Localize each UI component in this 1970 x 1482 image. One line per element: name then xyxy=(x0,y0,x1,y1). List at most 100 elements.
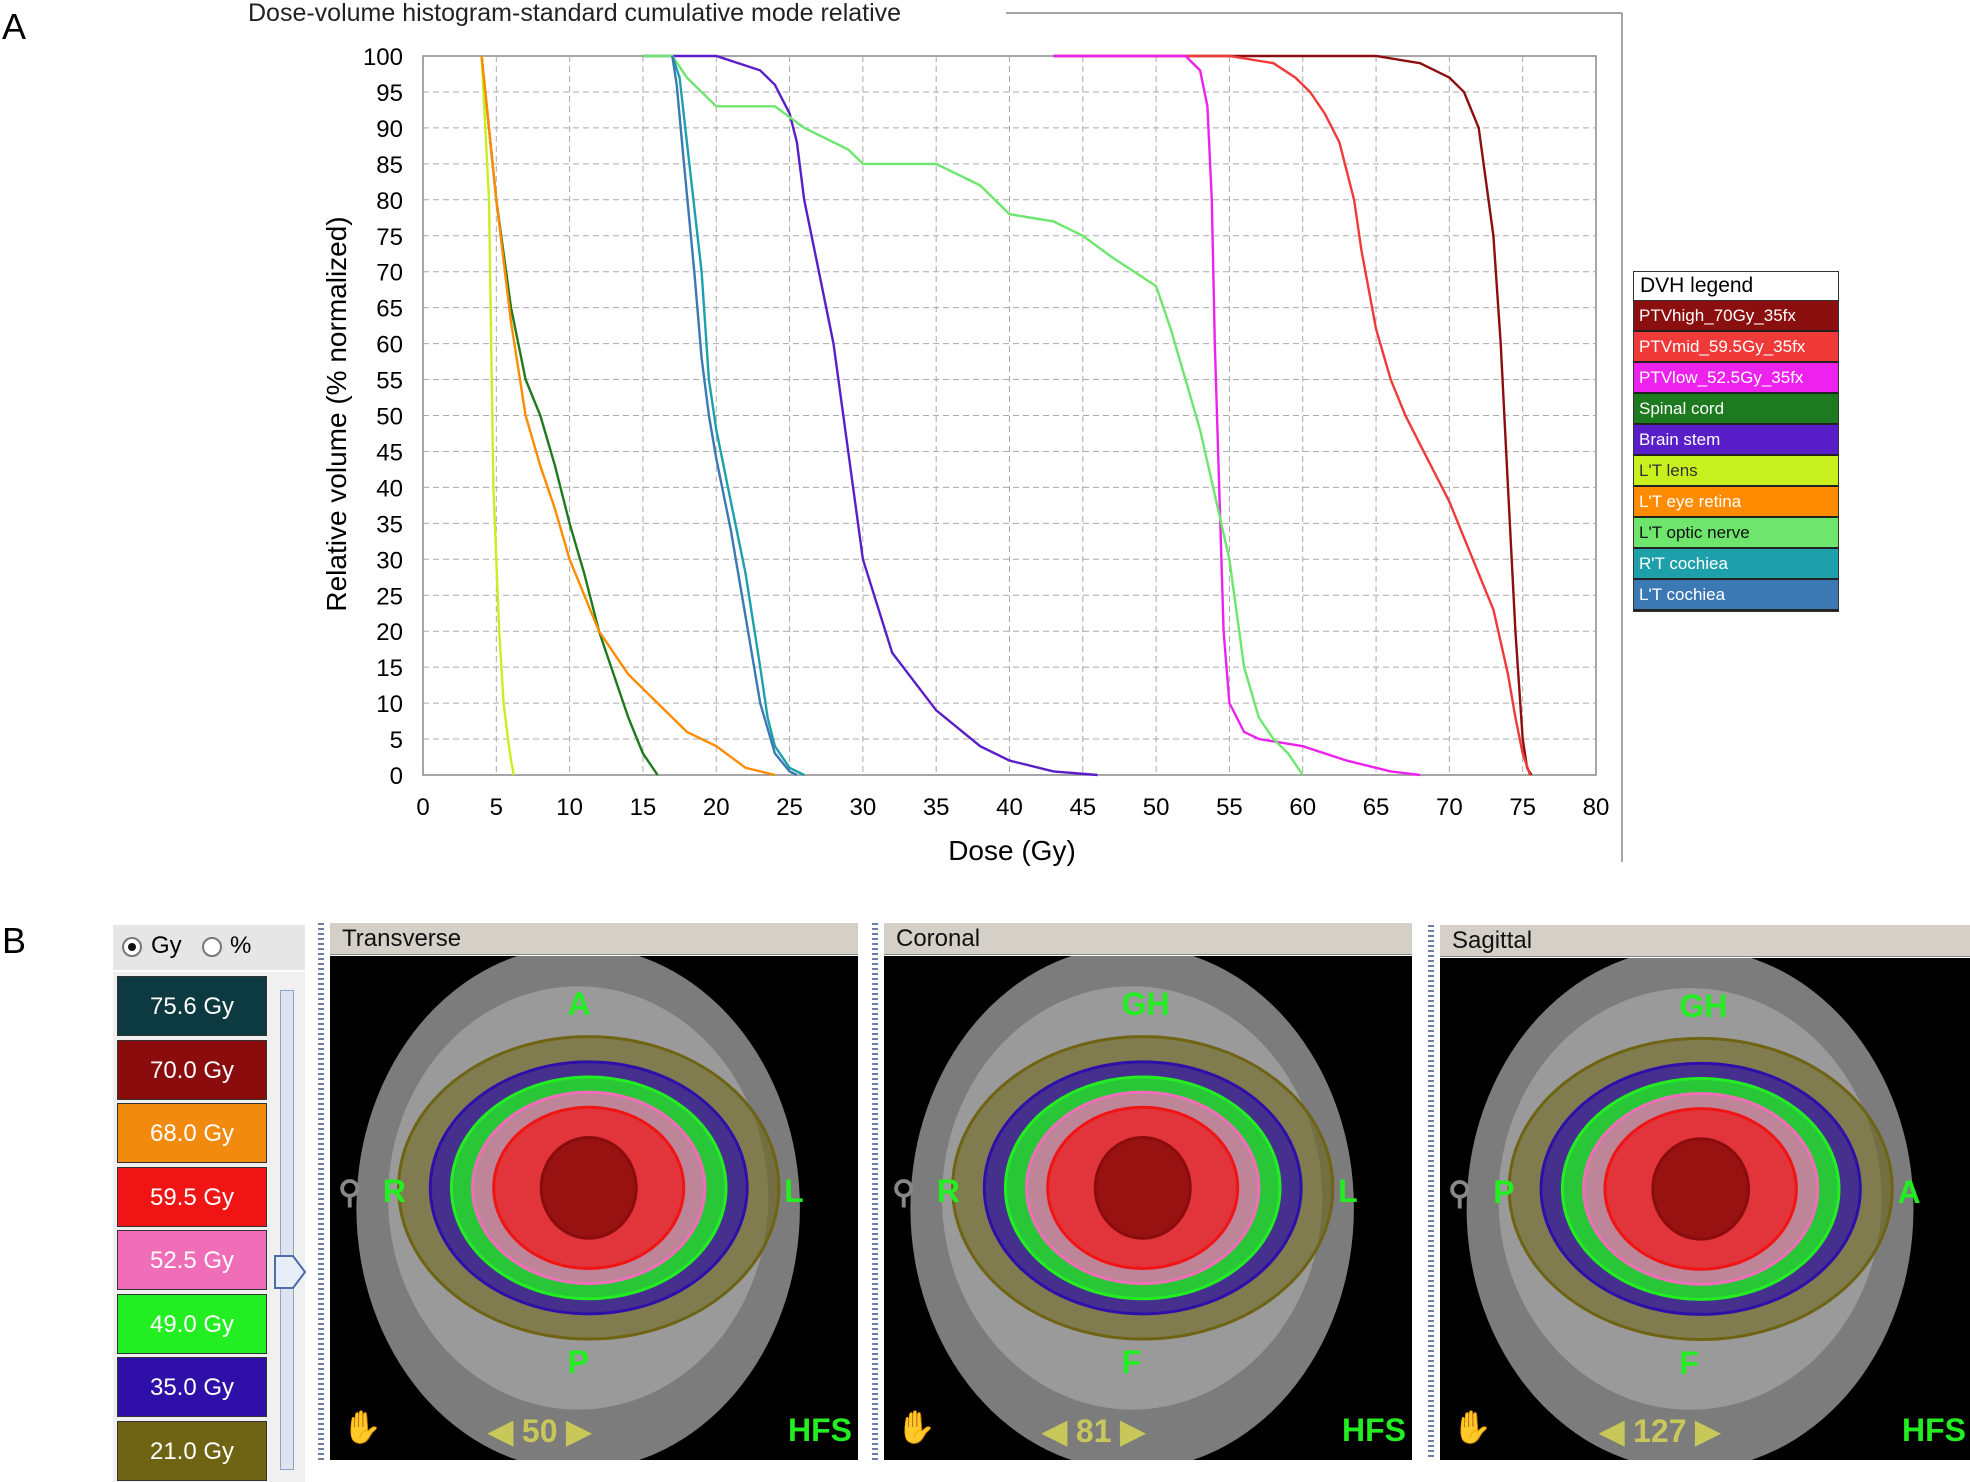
x-tick-label: 35 xyxy=(923,794,950,821)
unit-selector: Gy % xyxy=(113,925,305,970)
ct-image xyxy=(910,956,1354,1460)
chart-title: Dose-volume histogram-standard cumulativ… xyxy=(248,0,901,27)
orientation-label-bottom: F xyxy=(1121,1344,1142,1381)
y-tick-label: 10 xyxy=(376,691,403,718)
isodose-scale: 75.6 Gy 70.0 Gy 68.0 Gy 59.5 Gy 52.5 Gy 49.0 … xyxy=(113,972,305,1482)
slice-number: ◀ 81 ▶ xyxy=(1042,1413,1145,1449)
legend-item: PTVmid_59.5Gy_35fx xyxy=(1634,332,1838,363)
view-title: Sagittal xyxy=(1440,925,1970,957)
dvh-chart: 0 5 10 15 20 25 30 35 40 45 50 55 60 65 70 75 80 0 5 10 15 20… xyxy=(248,0,1623,866)
x-tick-label: 75 xyxy=(1509,794,1536,821)
legend-item: L'T lens xyxy=(1634,456,1838,487)
patient-orientation: HFS xyxy=(1342,1412,1406,1448)
series-line xyxy=(1053,54,1421,777)
view-splitter[interactable] xyxy=(318,923,324,1460)
gy-radio[interactable] xyxy=(122,937,142,957)
legend-item: Brain stem xyxy=(1634,425,1838,456)
zoom-magnifier-icon[interactable]: ⚲ xyxy=(1448,1174,1472,1211)
view-title: Transverse xyxy=(330,923,858,955)
isodose-slider-thumb[interactable] xyxy=(273,1252,307,1292)
x-tick-label: 80 xyxy=(1583,794,1610,821)
orientation-label-top: GH xyxy=(1679,988,1728,1025)
y-tick-label: 15 xyxy=(376,655,403,682)
y-axis-label: Relative volume (% normalized) xyxy=(321,216,352,611)
y-tick-label: 95 xyxy=(376,80,403,107)
y-tick-label: 45 xyxy=(376,439,403,466)
series-line xyxy=(671,55,805,777)
legend-item: R'T cochiea xyxy=(1634,549,1838,580)
y-tick-label: 100 xyxy=(363,44,403,71)
isodose-level[interactable]: 21.0 Gy xyxy=(117,1420,267,1481)
orientation-label-right: L xyxy=(1338,1172,1358,1209)
zoom-magnifier-icon[interactable]: ⚲ xyxy=(892,1173,916,1210)
isodose-level[interactable]: 75.6 Gy xyxy=(117,976,267,1036)
y-tick-label: 30 xyxy=(376,547,403,574)
x-tick-label: 5 xyxy=(490,794,503,821)
orientation-label-top: GH xyxy=(1121,986,1170,1023)
y-tick-label: 0 xyxy=(390,763,403,790)
percent-label: % xyxy=(230,932,252,959)
ct-viewport[interactable] xyxy=(330,956,858,1460)
legend-item: L'T eye retina xyxy=(1634,487,1838,518)
percent-radio[interactable] xyxy=(202,937,222,957)
zoom-magnifier-icon[interactable]: ⚲ xyxy=(338,1173,362,1210)
x-tick-label: 65 xyxy=(1363,794,1390,821)
legend-item: L'T optic nerve xyxy=(1634,518,1838,549)
orientation-label-top: A xyxy=(567,986,591,1023)
gy-label: Gy xyxy=(151,932,182,959)
view-splitter[interactable] xyxy=(872,923,878,1460)
orientation-label-left: R xyxy=(382,1172,406,1209)
slice-number: ◀ 127 ▶ xyxy=(1599,1413,1720,1449)
y-tick-label: 70 xyxy=(376,260,403,287)
x-tick-label: 0 xyxy=(416,794,429,821)
series-line xyxy=(480,55,516,776)
x-tick-label: 25 xyxy=(776,794,803,821)
orientation-label-right: L xyxy=(784,1172,804,1209)
isodose-level[interactable]: 49.0 Gy xyxy=(117,1293,267,1354)
y-tick-label: 35 xyxy=(376,511,403,538)
x-tick-label: 60 xyxy=(1289,794,1316,821)
x-tick-label: 30 xyxy=(850,794,877,821)
isodose-level[interactable]: 70.0 Gy xyxy=(117,1039,267,1100)
isodose-region xyxy=(1651,1137,1751,1241)
x-tick-label: 55 xyxy=(1216,794,1243,821)
isodose-slider-track[interactable] xyxy=(280,990,294,1470)
view-title: Coronal xyxy=(884,923,1412,955)
x-axis-label: Dose (Gy) xyxy=(948,835,1076,866)
y-tick-label: 20 xyxy=(376,619,403,646)
x-tick-label: 40 xyxy=(996,794,1023,821)
x-tick-label: 70 xyxy=(1436,794,1463,821)
y-tick-label: 60 xyxy=(376,332,403,359)
y-tick-label: 50 xyxy=(376,404,403,431)
series-line xyxy=(480,55,776,777)
y-tick-label: 90 xyxy=(376,116,403,143)
y-tick-label: 80 xyxy=(376,188,403,215)
orientation-label-bottom: P xyxy=(567,1344,589,1381)
pan-hand-icon[interactable]: ✋ xyxy=(342,1409,382,1445)
x-tick-label: 15 xyxy=(630,794,657,821)
pan-hand-icon[interactable]: ✋ xyxy=(1452,1409,1492,1445)
patient-orientation: HFS xyxy=(788,1412,852,1448)
isodose-level[interactable]: 35.0 Gy xyxy=(117,1357,267,1417)
panel-label-a: A xyxy=(2,6,27,47)
isodose-level[interactable]: 59.5 Gy xyxy=(117,1166,267,1227)
y-tick-label: 65 xyxy=(376,296,403,323)
y-tick-label: 25 xyxy=(376,583,403,610)
orientation-label-left: P xyxy=(1493,1173,1515,1210)
series-line xyxy=(642,54,1304,776)
series-line xyxy=(480,55,659,776)
isodose-region xyxy=(1093,1135,1192,1240)
pan-hand-icon[interactable]: ✋ xyxy=(896,1409,936,1445)
ct-viewport[interactable] xyxy=(884,956,1412,1460)
y-tick-label: 5 xyxy=(390,727,403,754)
series-line xyxy=(642,54,1098,777)
y-tick-label: 40 xyxy=(376,475,403,502)
series-line xyxy=(1053,54,1533,776)
panel-label-b: B xyxy=(2,920,27,961)
isodose-level[interactable]: 52.5 Gy xyxy=(117,1230,267,1290)
y-tick-label: 85 xyxy=(376,152,403,179)
isodose-level[interactable]: 68.0 Gy xyxy=(117,1103,267,1163)
ct-viewport[interactable] xyxy=(1440,958,1970,1460)
view-splitter[interactable] xyxy=(1428,925,1434,1460)
legend-item: PTVhigh_70Gy_35fx xyxy=(1634,301,1838,332)
